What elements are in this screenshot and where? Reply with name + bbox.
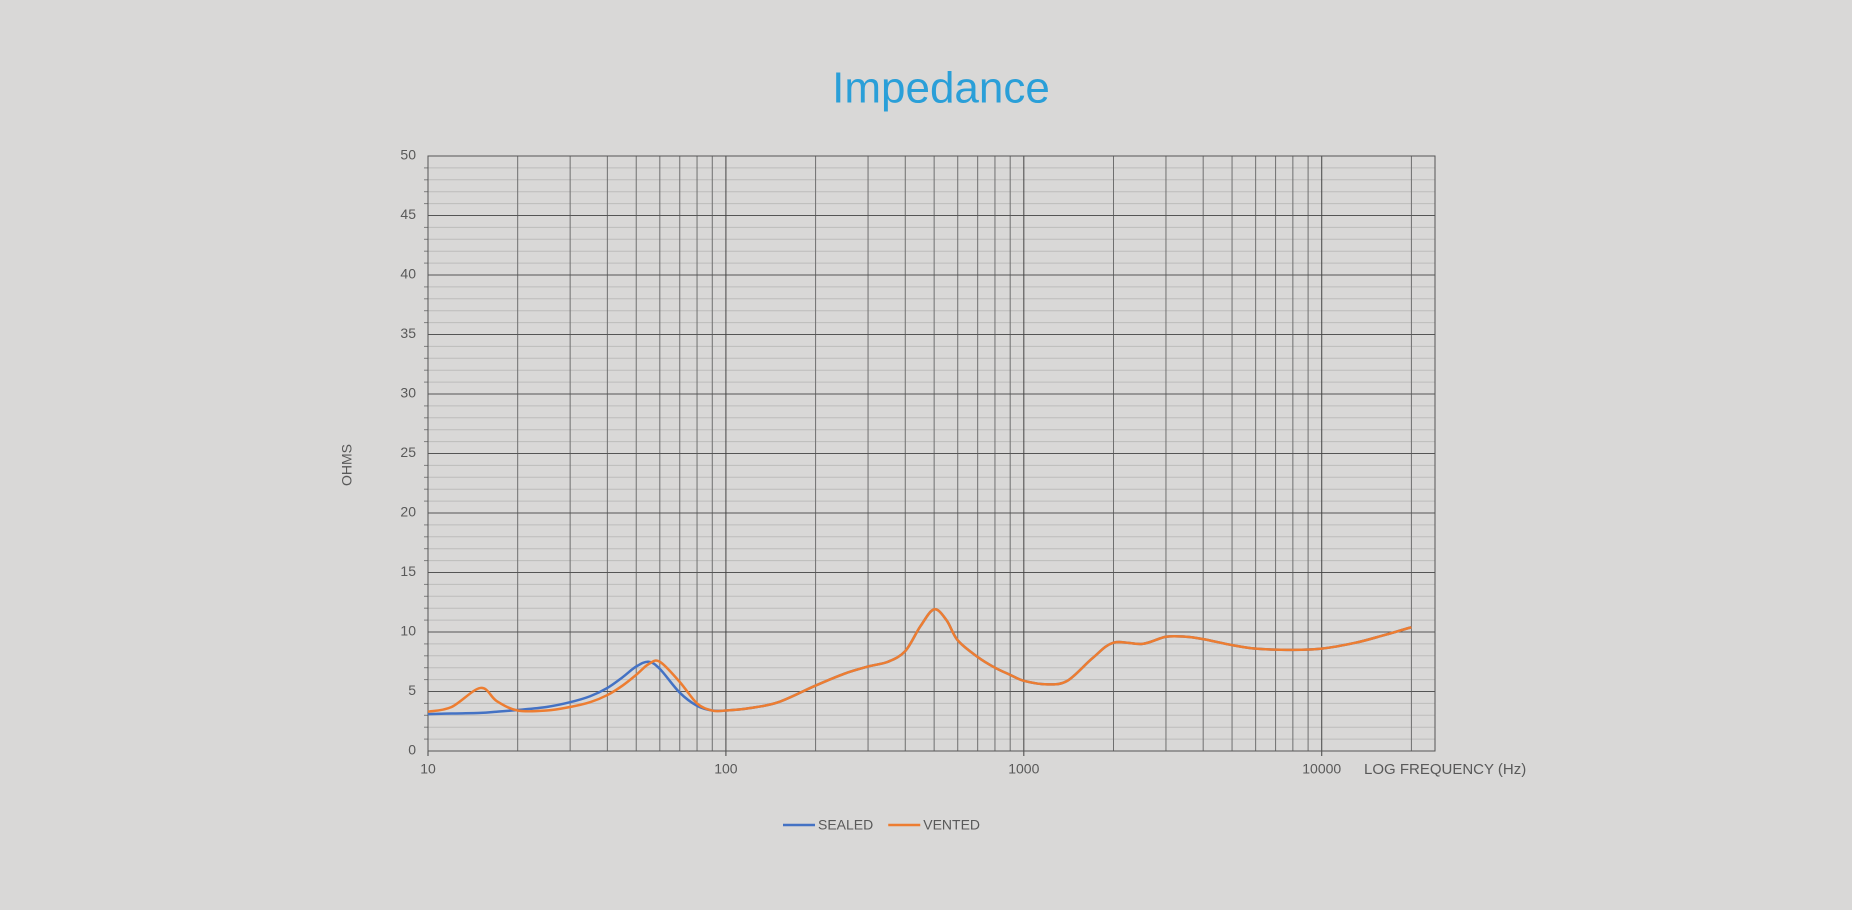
y-tick-label: 15: [400, 563, 416, 579]
legend-label: SEALED: [818, 817, 873, 833]
y-axis-label: OHMS: [339, 444, 355, 486]
chart-title: Impedance: [832, 64, 1050, 113]
y-tick-label: 40: [400, 266, 416, 282]
plot-border: [427, 155, 1436, 752]
y-tick-label: 10: [400, 623, 416, 639]
y-tick-label: 50: [400, 147, 416, 163]
y-tick-label: 35: [400, 325, 416, 341]
y-tick-label: 25: [400, 444, 416, 460]
x-axis-label: LOG FREQUENCY (Hz): [1364, 761, 1526, 778]
y-tick-label: 45: [400, 206, 416, 222]
y-tick-label: 5: [408, 682, 416, 698]
x-tick-label: 10000: [1302, 761, 1341, 777]
x-tick-label: 10: [420, 761, 436, 777]
x-tick-label: 100: [714, 761, 738, 777]
legend-label: VENTED: [923, 817, 980, 833]
series-line: [427, 608, 1412, 713]
y-tick-label: 0: [408, 742, 416, 758]
y-tick-label: 30: [400, 385, 416, 401]
x-tick-label: 1000: [1008, 761, 1039, 777]
y-tick-label: 20: [400, 504, 416, 520]
